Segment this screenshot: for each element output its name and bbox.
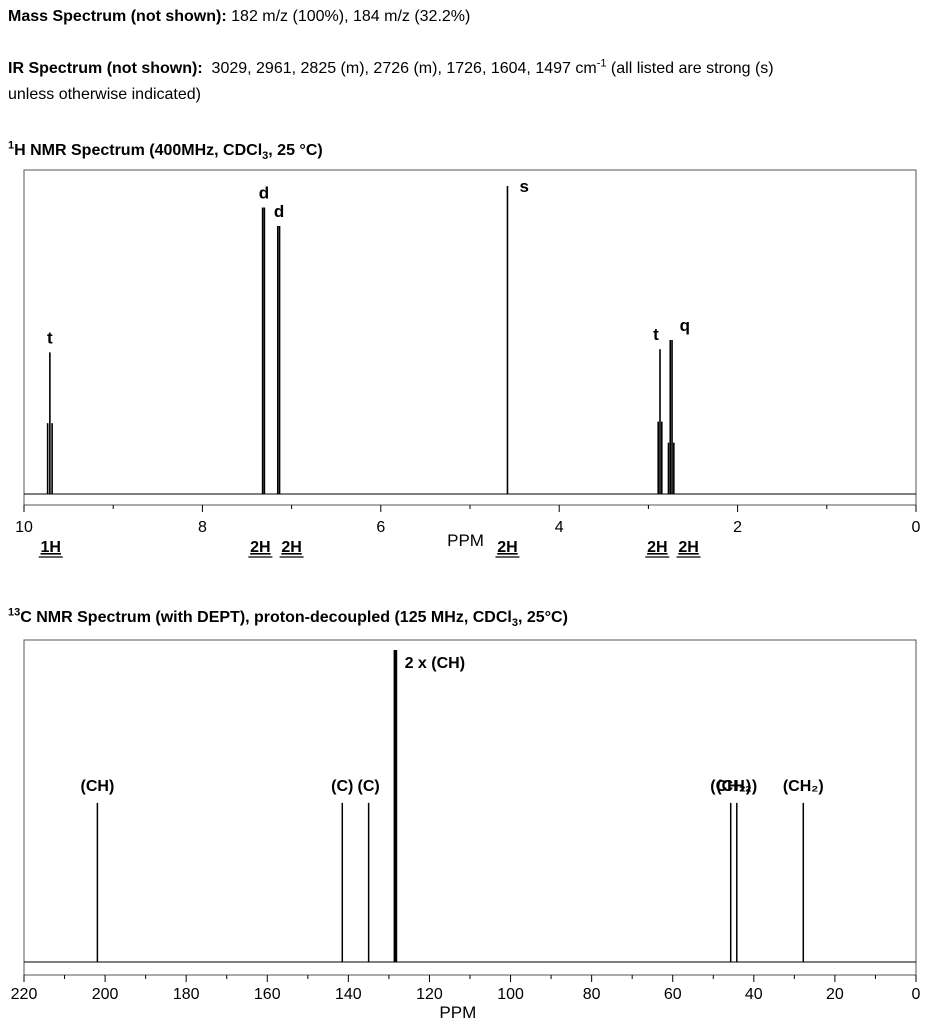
x-tick-label: 80 (583, 986, 601, 1003)
peak-label: (CH) (81, 778, 115, 795)
integration-label: 2H (250, 539, 270, 556)
x-tick-label: 160 (254, 986, 281, 1003)
ir-unit-sup: -1 (596, 57, 607, 70)
h-nmr-title: 1H NMR Spectrum (400MHz, CDCl3, 25 °C) (8, 140, 323, 162)
integration-label: 2H (497, 539, 517, 556)
peak-label: (CH₂) (716, 778, 757, 795)
x-tick-label: 10 (15, 519, 33, 536)
peak-label: (C) (358, 778, 380, 795)
peak-label: 2 x (CH) (405, 655, 465, 672)
h-nmr-title-end: , 25 °C) (268, 142, 323, 159)
x-tick-label: 180 (173, 986, 200, 1003)
x-tick-label: 20 (826, 986, 844, 1003)
integration-label: 2H (647, 539, 667, 556)
multiplicity-label: s (519, 177, 528, 196)
integration-label: 2H (281, 539, 301, 556)
multiplicity-label: d (274, 202, 284, 221)
integration-label: 1H (41, 539, 61, 556)
c-nmr-title-end: , 25°C) (517, 609, 568, 626)
x-tick-label: 0 (912, 519, 921, 536)
x-tick-label: 60 (664, 986, 682, 1003)
x-axis-label: PPM (439, 1003, 476, 1022)
multiplicity-label: t (47, 328, 53, 347)
c-nmr-title-sup: 13 (8, 606, 21, 619)
x-tick-label: 8 (198, 519, 207, 536)
mass-spectrum-line: Mass Spectrum (not shown): 182 m/z (100%… (8, 6, 470, 28)
mass-spectrum-label: Mass Spectrum (not shown): (8, 8, 227, 25)
x-tick-label: 120 (416, 986, 443, 1003)
x-tick-label: 2 (733, 519, 742, 536)
x-axis-label: PPM (447, 531, 484, 550)
x-tick-label: 220 (11, 986, 38, 1003)
peak-label: (CH₂) (710, 778, 751, 795)
mass-spectrum-text: 182 m/z (100%), 184 m/z (32.2%) (231, 8, 471, 25)
c-nmr-title: 13C NMR Spectrum (with DEPT), proton-dec… (8, 607, 568, 629)
h-nmr-title-sub: 3 (262, 150, 269, 163)
ir-spectrum-text: 3029, 2961, 2825 (m), 2726 (m), 1726, 16… (211, 60, 597, 77)
ir-spectrum-line-2: unless otherwise indicated) (8, 84, 201, 106)
multiplicity-label: t (653, 325, 659, 344)
multiplicity-label: d (259, 184, 269, 203)
c-nmr-title-sub: 3 (511, 617, 518, 630)
ir-spectrum-label: IR Spectrum (not shown): (8, 60, 203, 77)
plot-frame (23, 639, 917, 976)
h-nmr-title-main: H NMR Spectrum (400MHz, CDCl (14, 142, 263, 159)
ir-spectrum-text-2: unless otherwise indicated) (8, 86, 201, 103)
peak-label: (CH₂) (783, 778, 824, 795)
x-tick-label: 140 (335, 986, 362, 1003)
x-tick-label: 100 (497, 986, 524, 1003)
x-tick-label: 4 (555, 519, 564, 536)
x-tick-label: 40 (745, 986, 763, 1003)
x-tick-label: 200 (92, 986, 119, 1003)
c-nmr-title-main: C NMR Spectrum (with DEPT), proton-decou… (20, 609, 512, 626)
x-tick-label: 0 (912, 986, 921, 1003)
h-nmr-title-sup: 1 (8, 139, 15, 152)
integration-label: 2H (678, 539, 698, 556)
peak-label: (C) (331, 778, 353, 795)
ir-spectrum-text-end: (all listed are strong (s) (606, 60, 774, 77)
h-nmr-chart: 10 8 6 4 2 0 PPM t dd s t q 1H 2H 2H 2H 2H 2H (15, 169, 921, 558)
x-tick-label: 6 (376, 519, 385, 536)
plot-frame (23, 169, 917, 506)
ir-spectrum-line: IR Spectrum (not shown): 3029, 2961, 282… (8, 58, 774, 80)
multiplicity-label: q (680, 316, 690, 335)
